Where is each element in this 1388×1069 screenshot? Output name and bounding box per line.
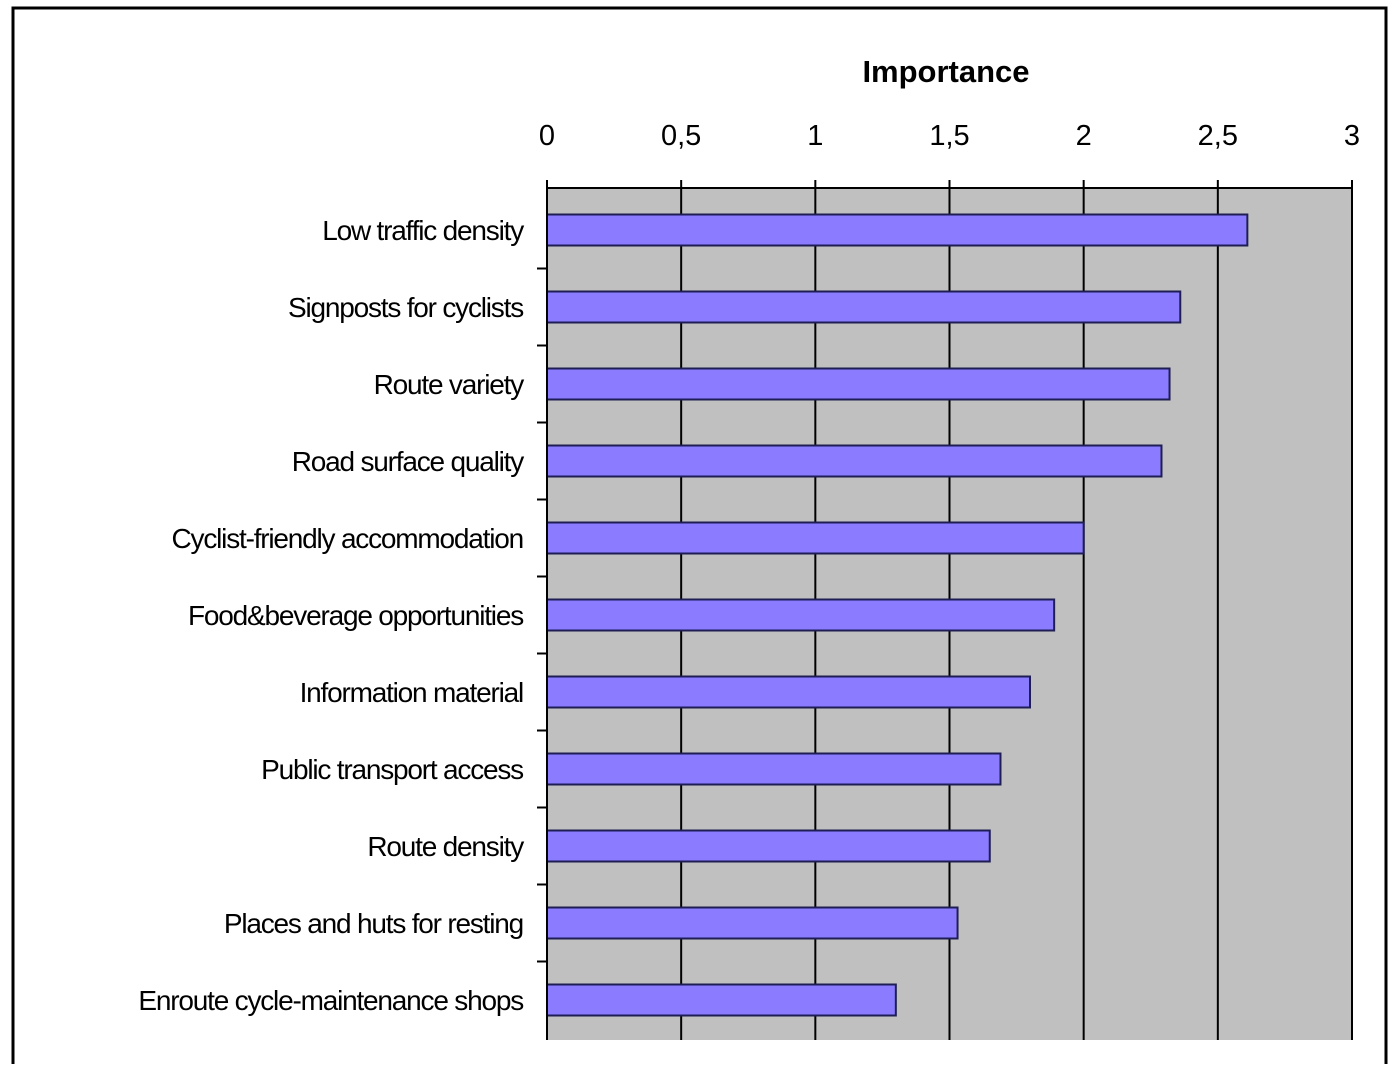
bars <box>546 213 1249 1017</box>
x-axis-title: Importance <box>862 54 1029 89</box>
bar <box>546 213 1249 247</box>
x-tick-label: 0,5 <box>661 120 701 152</box>
x-tick-label: 1 <box>807 120 823 152</box>
category-label: Route density <box>367 831 524 862</box>
category-label: Enroute cycle-maintenance shops <box>138 985 523 1016</box>
bar <box>546 290 1182 324</box>
category-label: Route variety <box>374 369 525 400</box>
x-tick-labels: 0 0,5 1 1,5 2 2,5 3 <box>539 120 1360 152</box>
bar <box>546 906 959 940</box>
category-label: Cyclist-friendly accommodation <box>172 523 523 554</box>
x-tick-label: 2 <box>1076 120 1092 152</box>
bar <box>546 983 897 1017</box>
category-labels: Low traffic density Signposts for cyclist… <box>138 215 525 1016</box>
bar <box>546 675 1031 709</box>
bar <box>546 367 1171 401</box>
bar <box>546 598 1056 632</box>
bar <box>546 829 991 863</box>
bar <box>546 752 1002 786</box>
category-label: Information material <box>300 677 523 708</box>
bar <box>546 521 1085 555</box>
x-tick-label: 2,5 <box>1198 120 1238 152</box>
category-label: Places and huts for resting <box>224 908 523 939</box>
category-label: Signposts for cyclists <box>288 292 523 323</box>
category-label: Road surface quality <box>292 446 524 477</box>
x-tick-label: 1,5 <box>929 120 969 152</box>
axes <box>537 180 1353 1040</box>
category-label: Low traffic density <box>322 215 524 246</box>
category-label: Food&beverage opportunities <box>188 600 523 631</box>
x-tick-label: 3 <box>1344 120 1360 152</box>
x-tick-label: 0 <box>539 120 555 152</box>
bar <box>546 444 1163 478</box>
category-label: Public transport access <box>261 754 523 785</box>
